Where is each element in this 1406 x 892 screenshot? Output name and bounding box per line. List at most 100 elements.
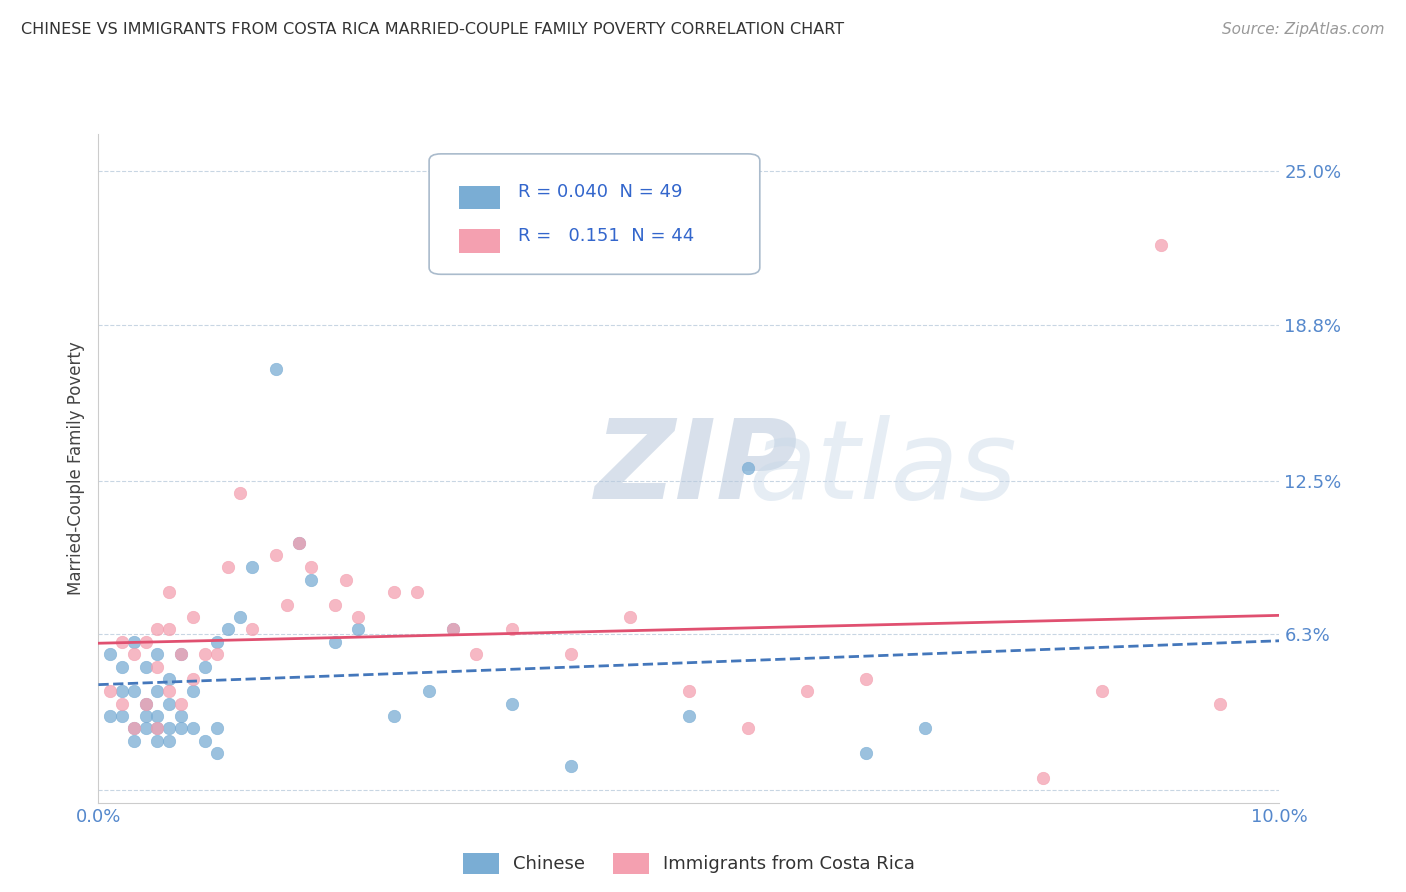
Text: Source: ZipAtlas.com: Source: ZipAtlas.com [1222,22,1385,37]
Point [299,573,322,587]
Point [501,697,523,711]
Point [181,684,204,698]
Point [1209,697,1232,711]
Point [914,722,936,736]
Point [501,623,523,637]
Point [170,709,193,723]
Point [122,734,145,748]
Point [406,585,429,599]
Point [678,709,700,723]
Point [157,734,180,748]
Point [418,684,440,698]
Point [170,697,193,711]
Point [465,647,488,661]
Point [323,634,346,648]
Point [737,722,759,736]
Point [135,722,157,736]
Point [146,623,169,637]
Point [111,659,134,673]
Point [146,684,169,698]
Point [111,697,134,711]
Point [560,758,582,772]
Point [205,746,228,760]
Point [170,647,193,661]
Point [146,722,169,736]
Point [264,362,287,376]
Point [111,634,134,648]
FancyBboxPatch shape [429,154,759,275]
Point [205,722,228,736]
Point [146,722,169,736]
Point [1032,771,1054,785]
Point [441,623,464,637]
Point [146,659,169,673]
Point [135,659,157,673]
Point [122,647,145,661]
Point [122,634,145,648]
Point [146,647,169,661]
Point [1150,238,1173,252]
Point [1091,684,1114,698]
FancyBboxPatch shape [458,186,501,209]
Point [335,573,357,587]
Point [146,709,169,723]
Y-axis label: Married-Couple Family Poverty: Married-Couple Family Poverty [66,342,84,595]
Point [347,610,370,624]
Point [157,684,180,698]
FancyBboxPatch shape [458,229,501,252]
Point [157,585,180,599]
Point [560,647,582,661]
Point [229,610,252,624]
Point [98,709,121,723]
Point [299,560,322,574]
Point [157,623,180,637]
Point [737,461,759,475]
Point [122,722,145,736]
Point [157,722,180,736]
Text: R =   0.151  N = 44: R = 0.151 N = 44 [517,227,695,244]
Point [98,647,121,661]
Point [157,697,180,711]
Point [111,684,134,698]
Point [98,684,121,698]
Point [441,623,464,637]
Point [135,697,157,711]
Point [135,697,157,711]
Point [855,746,877,760]
Point [240,560,263,574]
Point [181,722,204,736]
Legend: Chinese, Immigrants from Costa Rica: Chinese, Immigrants from Costa Rica [456,846,922,880]
Point [194,647,217,661]
Point [146,734,169,748]
Point [229,486,252,500]
Point [855,672,877,686]
Point [181,672,204,686]
Point [157,672,180,686]
Point [181,610,204,624]
Point [217,560,239,574]
Point [288,535,311,549]
Point [122,684,145,698]
Point [205,647,228,661]
Point [678,684,700,698]
Point [135,709,157,723]
Point [323,598,346,612]
Point [170,647,193,661]
Text: R = 0.040  N = 49: R = 0.040 N = 49 [517,184,682,202]
Point [276,598,298,612]
Point [382,585,405,599]
Point [288,535,311,549]
Point [347,623,370,637]
Point [796,684,818,698]
Point [111,709,134,723]
Point [122,722,145,736]
Point [382,709,405,723]
Text: CHINESE VS IMMIGRANTS FROM COSTA RICA MARRIED-COUPLE FAMILY POVERTY CORRELATION : CHINESE VS IMMIGRANTS FROM COSTA RICA MA… [21,22,844,37]
Point [194,659,217,673]
Point [264,548,287,562]
Point [240,623,263,637]
Text: atlas: atlas [748,415,1017,522]
Point [170,722,193,736]
Point [619,610,641,624]
Point [194,734,217,748]
